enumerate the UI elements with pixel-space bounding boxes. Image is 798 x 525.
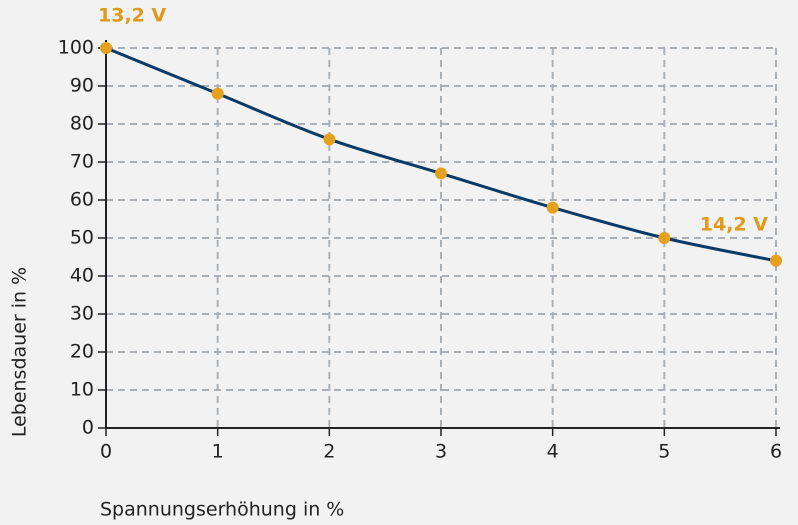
marker xyxy=(435,167,447,180)
y-tick-label: 90 xyxy=(70,75,94,97)
y-tick-label: 50 xyxy=(70,227,94,249)
marker xyxy=(546,201,559,214)
marker xyxy=(658,232,671,244)
x-tick-label: 4 xyxy=(547,441,559,463)
marker xyxy=(323,133,336,146)
y-tick-label: 80 xyxy=(70,113,94,135)
x-tick-label: 1 xyxy=(212,441,224,463)
marker xyxy=(100,42,112,54)
x-tick-label: 2 xyxy=(323,441,335,463)
y-tick-label: 10 xyxy=(70,379,94,401)
y-tick-label: 20 xyxy=(70,341,94,363)
y-tick-label: 70 xyxy=(70,151,94,173)
x-tick-label: 0 xyxy=(100,441,112,463)
y-tick-label: 40 xyxy=(70,265,94,287)
y-tick-label: 30 xyxy=(70,303,94,325)
marker xyxy=(770,254,782,267)
annotation: 13,2 V xyxy=(98,5,166,27)
marker xyxy=(211,87,224,100)
x-axis-label: Spannungserhöhung in % xyxy=(100,499,344,521)
annotation: 14,2 V xyxy=(700,213,768,235)
x-tick-label: 5 xyxy=(658,441,670,463)
y-axis-label: Lebensdauer in % xyxy=(9,267,31,437)
y-tick-label: 60 xyxy=(70,189,94,211)
y-tick-label: 0 xyxy=(82,417,94,439)
x-tick-label: 3 xyxy=(435,441,447,463)
y-tick-label: 100 xyxy=(58,37,94,59)
x-tick-label: 6 xyxy=(770,441,782,463)
